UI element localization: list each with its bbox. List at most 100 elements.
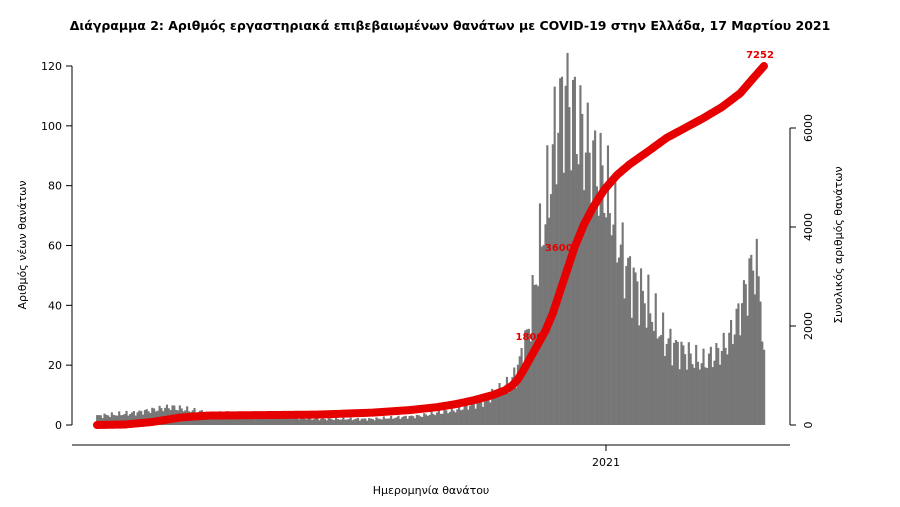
- daily-death-bar: [399, 418, 402, 425]
- point-label: 1800: [515, 332, 543, 343]
- daily-death-bar: [362, 418, 365, 425]
- daily-death-bar: [342, 417, 345, 425]
- daily-death-bar: [538, 203, 542, 425]
- daily-death-bar: [735, 308, 738, 425]
- daily-death-bar: [379, 418, 382, 425]
- daily-death-bar: [458, 405, 461, 425]
- daily-death-bar: [487, 399, 490, 425]
- daily-death-bar: [393, 418, 396, 425]
- daily-death-bar: [123, 413, 126, 425]
- daily-death-bar: [551, 144, 554, 426]
- daily-death-bar: [355, 418, 358, 425]
- daily-death-bar: [755, 238, 758, 425]
- daily-death-bar: [702, 348, 705, 425]
- daily-death-bar: [737, 303, 740, 425]
- daily-death-bar: [347, 419, 350, 425]
- daily-death-bar: [746, 315, 749, 425]
- daily-death-bar: [566, 52, 569, 426]
- daily-death-bar: [287, 416, 290, 425]
- daily-death-bar: [112, 414, 115, 425]
- daily-death-bar: [382, 416, 385, 425]
- daily-death-bar: [290, 419, 293, 425]
- daily-death-bar: [129, 414, 132, 425]
- daily-death-bar: [415, 414, 418, 425]
- daily-death-bar: [722, 332, 725, 425]
- daily-death-bar: [726, 354, 729, 425]
- daily-death-bar: [257, 418, 260, 425]
- daily-death-bar: [254, 414, 257, 425]
- daily-death-bar: [695, 344, 698, 425]
- daily-death-bar: [450, 407, 453, 425]
- daily-death-bar: [202, 415, 205, 425]
- daily-death-bar: [151, 407, 154, 425]
- daily-death-bar: [660, 334, 663, 425]
- daily-death-bar: [417, 415, 420, 425]
- daily-death-bar: [371, 418, 374, 425]
- daily-death-bar: [281, 415, 284, 425]
- daily-death-bar: [312, 419, 316, 425]
- daily-death-bar: [322, 418, 325, 425]
- daily-death-bar: [143, 410, 146, 425]
- daily-death-bar: [509, 382, 512, 425]
- daily-death-bar: [412, 416, 415, 425]
- daily-death-bar: [594, 130, 597, 425]
- daily-death-bar: [305, 419, 308, 425]
- daily-death-bar: [570, 170, 573, 425]
- daily-death-bar: [366, 420, 369, 425]
- y-left-tick-label: 100: [41, 120, 62, 133]
- daily-death-bar: [500, 395, 503, 425]
- daily-death-bar: [303, 418, 306, 425]
- daily-death-bar: [230, 415, 233, 425]
- y-right-tick-label: 2000: [802, 312, 815, 340]
- daily-death-bar: [364, 418, 367, 425]
- daily-death-bar: [386, 418, 389, 425]
- daily-death-bar: [395, 417, 398, 425]
- daily-death-bar: [441, 413, 444, 425]
- daily-death-bar: [577, 164, 580, 425]
- cumulative-deaths-line: [93, 62, 768, 429]
- daily-death-bar: [597, 215, 600, 425]
- daily-death-bar: [270, 417, 273, 425]
- daily-death-bar: [114, 415, 117, 425]
- daily-death-bar: [724, 347, 727, 425]
- daily-death-bar: [700, 363, 703, 425]
- daily-death-bar: [630, 317, 633, 425]
- daily-death-bar: [553, 86, 556, 426]
- daily-death-bar: [296, 417, 299, 425]
- daily-death-bar: [103, 413, 106, 425]
- daily-death-bar: [698, 369, 701, 425]
- daily-death-bar: [99, 415, 102, 425]
- x-tick-label-2021: 2021: [592, 456, 620, 469]
- daily-death-bar: [757, 276, 760, 425]
- daily-death-bar: [741, 303, 744, 425]
- daily-death-bar: [263, 416, 266, 425]
- daily-death-bar: [693, 367, 696, 425]
- daily-death-bar: [424, 414, 428, 425]
- daily-death-bar: [728, 332, 731, 425]
- daily-death-bar: [380, 419, 384, 425]
- daily-death-bar: [562, 172, 565, 425]
- daily-death-bar: [718, 364, 722, 425]
- daily-death-bar: [481, 406, 485, 425]
- daily-death-bar: [408, 416, 411, 425]
- daily-death-bar: [518, 356, 521, 425]
- daily-death-bar: [527, 328, 531, 425]
- daily-death-bar: [404, 415, 407, 425]
- daily-death-bar: [730, 319, 733, 425]
- daily-death-bar: [243, 417, 246, 425]
- daily-death-bar: [557, 132, 560, 426]
- daily-death-bar: [559, 78, 562, 425]
- daily-death-bar: [684, 354, 687, 425]
- daily-death-bar: [301, 417, 305, 425]
- daily-death-bar: [279, 416, 282, 425]
- daily-death-bar: [733, 334, 736, 425]
- daily-death-bar: [520, 348, 523, 425]
- daily-death-bar: [581, 113, 584, 426]
- daily-death-bar: [641, 290, 644, 425]
- daily-death-bar: [311, 419, 314, 425]
- y-left-axis-label: Αριθμός νέων θανάτων: [16, 181, 29, 310]
- daily-death-bar: [704, 367, 707, 425]
- daily-death-bar: [461, 409, 464, 425]
- daily-death-bar: [419, 416, 422, 425]
